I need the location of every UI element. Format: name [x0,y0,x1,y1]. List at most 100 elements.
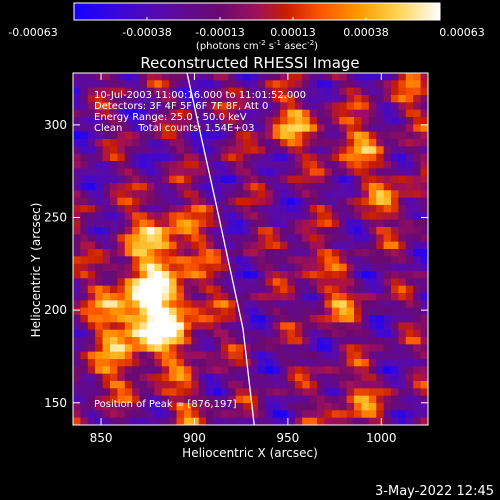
heatmap-cell [413,263,422,272]
heatmap-cell [154,249,163,257]
heatmap-cell [317,417,325,425]
heatmap-cell [169,109,177,118]
heatmap-cell [398,117,407,125]
heatmap-cell [109,315,118,323]
heatmap-cell [368,212,377,221]
heatmap-cell [346,109,355,118]
heatmap-cell [361,87,370,96]
heatmap-cell [139,190,148,199]
heatmap-cell [376,395,385,404]
heatmap-cell [331,293,340,301]
heatmap-cell [294,183,303,191]
footer-date: 3-May-2022 12:45 [375,484,494,499]
heatmap-cell [161,87,170,96]
heatmap-cell [405,351,414,360]
heatmap-cell [339,366,348,375]
heatmap-cell [398,410,407,419]
heatmap-cell [302,249,311,257]
heatmap-cell [413,373,422,382]
heatmap-cell [391,381,399,389]
heatmap-cell [331,373,340,382]
heatmap-cell [287,197,296,206]
heatmap-cell [391,359,399,367]
heatmap-cell [124,139,133,147]
heatmap-cell [391,153,399,162]
heatmap-cell [376,373,385,382]
heatmap-cell [139,315,148,323]
heatmap-cell [102,146,111,155]
heatmap-cell [420,337,428,345]
heatmap-cell [368,263,377,272]
heatmap-cell [265,95,274,103]
heatmap-cell [191,359,200,367]
heatmap-cell [198,80,207,89]
heatmap-cell [117,322,126,331]
heatmap-cell [317,388,325,397]
heatmap-cell [80,366,89,375]
heatmap-cell [169,278,177,287]
heatmap-cell [220,109,229,118]
heatmap-cell [243,139,251,147]
heatmap-cell [287,344,296,353]
heatmap-cell [368,73,377,81]
heatmap-cell [383,175,392,184]
heatmap-cell [117,124,126,133]
heatmap-cell [294,109,303,118]
heatmap-cell [213,161,222,169]
heatmap-cell [213,293,222,301]
colorbar-tick-label: -0.00013 [195,26,244,39]
heatmap-cell [376,307,385,316]
heatmap-cell [309,307,318,316]
heatmap-cell [294,95,303,103]
heatmap-cell [257,117,266,125]
heatmap-cell [354,293,362,301]
heatmap-cell [117,234,126,243]
heatmap-cell [354,73,362,81]
heatmap-cell [169,168,177,177]
heatmap-cell [280,124,288,133]
heatmap-cell [235,293,244,301]
heatmap-cell [80,249,89,257]
heatmap-cell [198,168,207,177]
heatmap-cell [420,205,428,213]
heatmap-cell [376,190,385,199]
heatmap-cell [391,219,399,228]
heatmap-cell [324,80,333,89]
heatmap-cell [354,271,362,279]
heatmap-cell [339,307,348,316]
heatmap-cell [339,117,348,125]
heatmap-cell [346,234,355,243]
heatmap-cell [124,205,133,213]
heatmap-cell [309,161,318,169]
heatmap-cell [73,117,81,125]
heatmap-cell [354,410,362,419]
heatmap-cell [87,205,96,213]
heatmap-cell [198,351,207,360]
heatmap-cell [176,212,185,221]
heatmap-cell [117,131,126,140]
heatmap-cell [368,373,377,382]
heatmap-cell [132,205,140,213]
heatmap-cell [243,241,251,250]
heatmap-cell [235,249,244,257]
heatmap-cell [280,205,288,213]
heatmap-cell [287,168,296,177]
heatmap-cell [361,359,370,367]
heatmap-cell [398,256,407,265]
heatmap-cell [376,205,385,213]
heatmap-cell [361,322,370,331]
heatmap-cell [87,197,96,206]
heatmap-cell [220,183,229,191]
heatmap-cell [398,102,407,111]
heatmap-cell [80,337,89,345]
heatmap-cell [169,102,177,111]
heatmap-cell [198,395,207,404]
heatmap-cell [191,403,200,411]
heatmap-cell [383,263,392,272]
heatmap-cell [265,241,274,250]
heatmap-cell [413,351,422,360]
heatmap-cell [265,337,274,345]
heatmap-cell [198,131,207,140]
heatmap-cell [146,366,155,375]
heatmap-cell [124,190,133,199]
